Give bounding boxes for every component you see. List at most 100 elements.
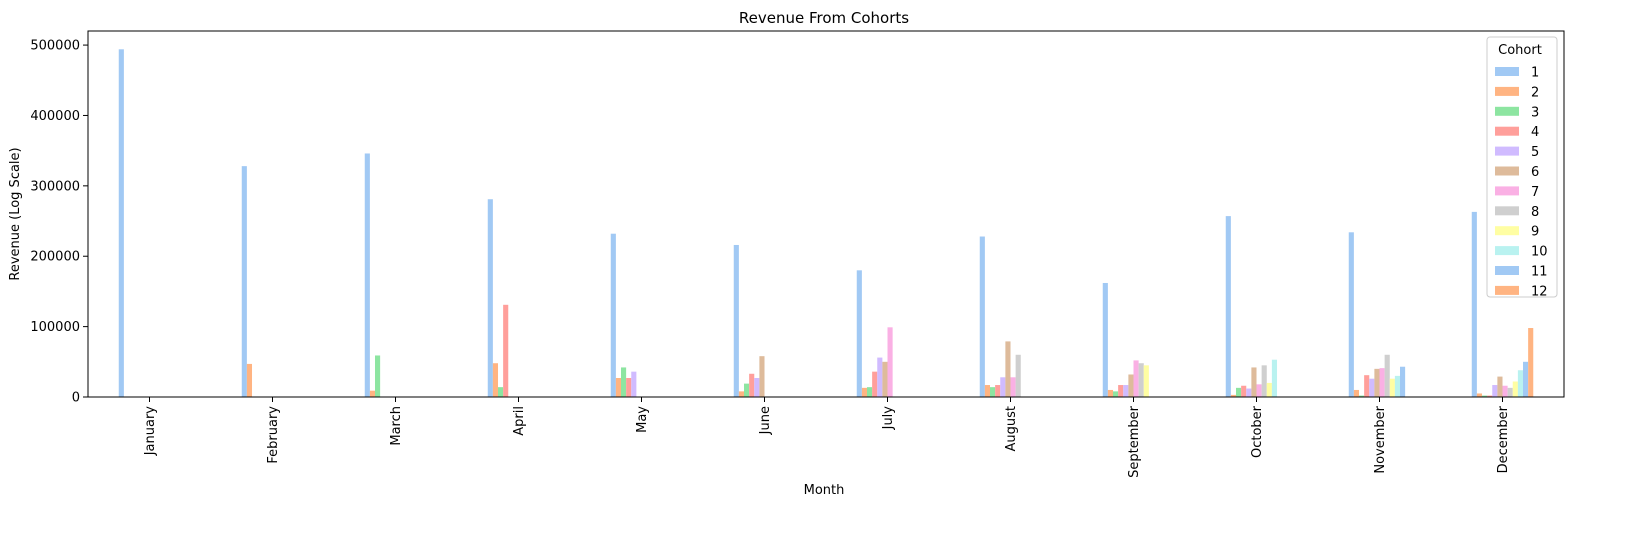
bar-cohort-10-december [1517,370,1524,397]
bar-cohort-8-november [1384,354,1390,397]
bar-cohort-9-october [1266,382,1272,397]
bar-cohort-1-june [733,244,739,397]
bar-cohort-4-july [872,371,878,397]
legend-label-1: 1 [1531,66,1539,81]
y-axis: 0 100000 200000 300000 400000 500000 [30,39,88,406]
bar-cohort-8-december [1507,387,1513,397]
bar-cohort-6-november [1374,368,1380,397]
bar-cohort-6-july [882,361,888,397]
bar-cohort-5-august [1000,377,1006,397]
bar-cohort-3-may [621,367,627,397]
bar-cohort-3-july [867,387,873,397]
bar-cohort-3-september [1113,391,1119,397]
bar-cohort-4-september [1118,385,1124,397]
x-tick-label: May [635,406,650,433]
bar-cohort-4-june [749,373,755,397]
bar-cohort-7-august [1010,377,1016,397]
bar-cohort-3-april [498,387,504,397]
bar-cohort-1-april [487,199,493,397]
bar-cohort-10-october [1271,359,1278,397]
legend-swatch-11 [1495,266,1519,275]
x-tick-label: April [512,406,527,436]
bar-cohort-8-october [1261,365,1267,397]
legend-swatch-2 [1495,86,1519,96]
legend-swatch-12 [1495,285,1519,295]
y-tick-label: 0 [72,391,80,406]
legend-swatch-8 [1495,206,1519,216]
bar-cohort-5-may [631,371,637,397]
bar-cohort-1-may [610,233,616,397]
bar-cohort-7-november [1379,368,1385,397]
bar-cohort-2-march [369,390,376,397]
bar-cohort-3-october [1236,387,1242,397]
bar-cohort-2-june [738,391,745,397]
bar-cohort-7-december [1502,385,1508,397]
legend-swatch-6 [1495,166,1519,176]
bar-cohort-2-april [492,363,499,397]
x-tick-label: August [1004,406,1019,452]
x-tick-label: November [1373,405,1388,473]
y-tick-label: 200000 [30,250,80,265]
legend-label-2: 2 [1531,85,1539,100]
bar-cohort-4-august [995,385,1001,397]
legend-swatch-1 [1495,67,1519,76]
bar-cohort-1-july [856,270,862,397]
bar-cohort-5-september [1123,385,1129,397]
legend-swatch-3 [1495,106,1519,116]
legend-swatch-5 [1495,146,1519,156]
bar-cohort-9-november [1389,378,1395,397]
bar-cohort-5-november [1369,378,1375,397]
bar-cohort-3-august [990,387,996,397]
bar-cohort-11-december [1523,361,1529,397]
x-tick-label: September [1127,405,1142,478]
legend-swatch-4 [1495,126,1519,136]
legend-label-10: 10 [1531,245,1548,260]
y-tick-label: 500000 [30,39,80,54]
legend-label-5: 5 [1531,145,1539,160]
y-tick-label: 400000 [30,109,80,124]
bar-cohort-3-june [744,383,750,397]
bar-cohort-9-september [1143,365,1149,397]
legend-label-7: 7 [1531,185,1539,200]
bar-cohort-2-july [861,387,868,397]
bar-cohort-6-september [1128,374,1134,397]
bar-cohort-3-november [1359,395,1365,397]
bar-cohort-4-april [503,304,509,397]
bar-cohort-1-september [1102,282,1108,397]
bar-cohort-7-october [1256,384,1262,397]
bar-cohort-6-june [759,356,765,397]
y-axis-label: Revenue (Log Scale) [8,147,23,280]
bar-cohort-5-october [1246,388,1252,397]
bar-cohort-1-january [118,49,124,398]
legend-label-9: 9 [1531,225,1539,240]
bar-cohort-4-december [1487,395,1493,397]
chart-title: Revenue From Cohorts [739,9,909,27]
bar-cohort-5-december [1492,385,1498,397]
bar-cohort-2-february [246,363,253,397]
bar-cohort-1-october [1225,216,1231,397]
bar-cohort-8-september [1138,363,1144,397]
bar-cohort-6-december [1497,376,1503,397]
x-tick-label: March [389,406,404,446]
x-axis-label: Month [804,483,845,498]
bar-cohort-2-december [1476,393,1483,397]
bar-cohort-1-december [1471,211,1477,397]
x-tick-label: June [758,406,773,435]
y-tick-label: 100000 [30,320,80,335]
plot-frame [87,30,1565,398]
bar-cohort-11-november [1400,366,1406,397]
bar-cohort-7-july [887,327,893,397]
bar-cohort-5-july [877,357,883,397]
bar-cohort-2-september [1107,389,1114,397]
x-axis: January February March April May June July Augu… [143,397,1511,478]
bar-cohort-4-may [626,378,632,397]
x-tick-label: October [1250,405,1265,458]
legend-label-4: 4 [1531,125,1539,140]
x-tick-label: January [143,406,158,457]
bar-cohort-12-december [1528,328,1534,397]
bar-cohort-7-september [1133,360,1139,397]
bar-cohort-3-december [1482,395,1488,397]
